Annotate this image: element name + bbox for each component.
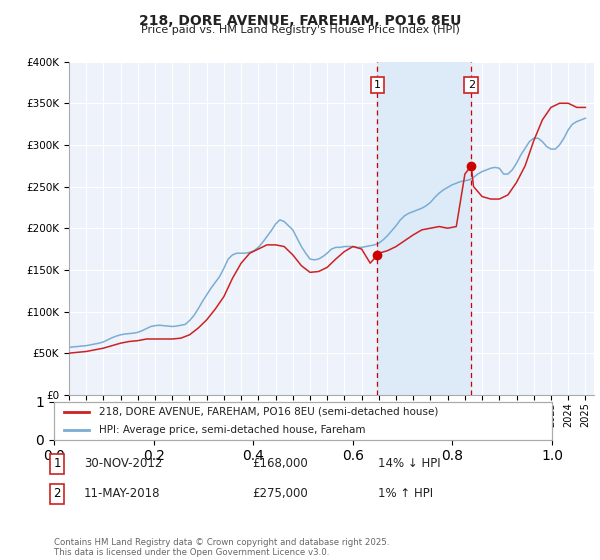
Text: £275,000: £275,000 [252,487,308,501]
Text: HPI: Average price, semi-detached house, Fareham: HPI: Average price, semi-detached house,… [99,425,365,435]
Text: 218, DORE AVENUE, FAREHAM, PO16 8EU: 218, DORE AVENUE, FAREHAM, PO16 8EU [139,14,461,28]
Text: 2: 2 [53,487,61,501]
Text: 11-MAY-2018: 11-MAY-2018 [84,487,161,501]
Text: 1: 1 [53,457,61,470]
Text: Price paid vs. HM Land Registry's House Price Index (HPI): Price paid vs. HM Land Registry's House … [140,25,460,35]
Bar [377,62,471,395]
Text: 2: 2 [468,80,475,90]
Text: £168,000: £168,000 [252,457,308,470]
Text: 218, DORE AVENUE, FAREHAM, PO16 8EU (semi-detached house): 218, DORE AVENUE, FAREHAM, PO16 8EU (sem… [99,407,438,417]
Text: 30-NOV-2012: 30-NOV-2012 [84,457,163,470]
Text: 14% ↓ HPI: 14% ↓ HPI [378,457,440,470]
Text: 1: 1 [374,80,381,90]
Text: 1% ↑ HPI: 1% ↑ HPI [378,487,433,501]
Text: Contains HM Land Registry data © Crown copyright and database right 2025.
This d: Contains HM Land Registry data © Crown c… [54,538,389,557]
